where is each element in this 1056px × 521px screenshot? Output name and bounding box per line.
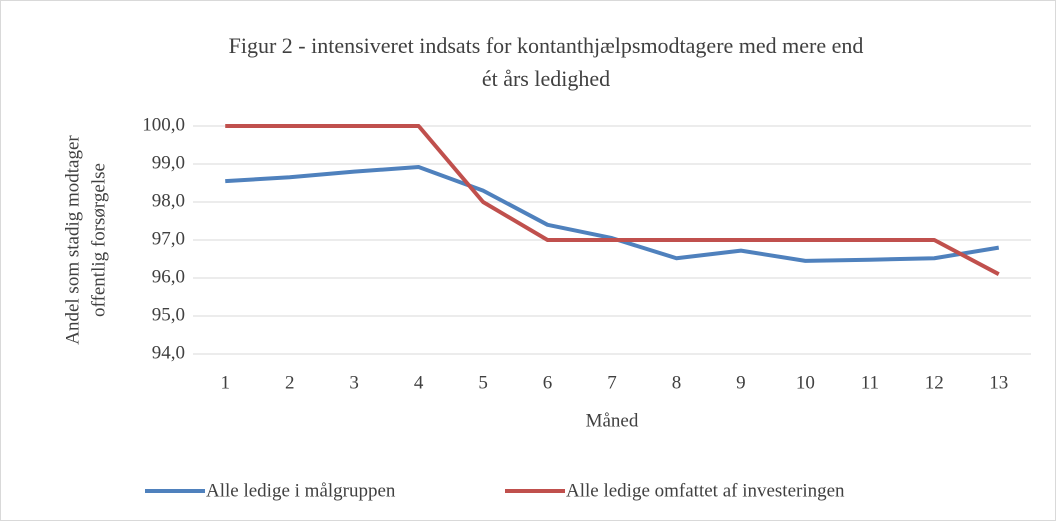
- x-tick-label: 11: [861, 372, 879, 393]
- x-tick-label: 12: [925, 372, 944, 393]
- x-tick-label: 3: [349, 372, 359, 393]
- y-tick-label: 97,0: [152, 228, 185, 249]
- x-axis-label: Måned: [586, 410, 639, 431]
- x-tick-label: 6: [543, 372, 553, 393]
- y-axis-label: Andel som stadig modtager: [62, 135, 83, 345]
- data-line: [225, 124, 1000, 276]
- y-tick-label: 96,0: [152, 266, 185, 287]
- x-tick-label: 8: [672, 372, 682, 393]
- legend-label: Alle ledige omfattet af investeringen: [566, 480, 845, 501]
- y-tick-label: 95,0: [152, 304, 185, 325]
- x-tick-label: 13: [989, 372, 1008, 393]
- x-tick-label: 5: [478, 372, 488, 393]
- y-tick-label: 94,0: [152, 342, 185, 363]
- x-tick-label: 10: [796, 372, 815, 393]
- y-axis-label: offentlig forsørgelse: [88, 163, 109, 317]
- y-tick-label: 99,0: [152, 152, 185, 173]
- x-tick-label: 2: [285, 372, 295, 393]
- x-tick-label: 4: [414, 372, 424, 393]
- x-tick-label: 7: [607, 372, 617, 393]
- y-tick-label: 100,0: [142, 114, 185, 135]
- legend-label: Alle ledige i målgruppen: [206, 480, 396, 501]
- chart-title: ét års ledighed: [482, 66, 610, 91]
- x-tick-label: 1: [220, 372, 230, 393]
- chart-title: Figur 2 - intensiveret indsats for konta…: [229, 33, 864, 58]
- x-tick-label: 9: [736, 372, 746, 393]
- y-tick-label: 98,0: [152, 190, 185, 211]
